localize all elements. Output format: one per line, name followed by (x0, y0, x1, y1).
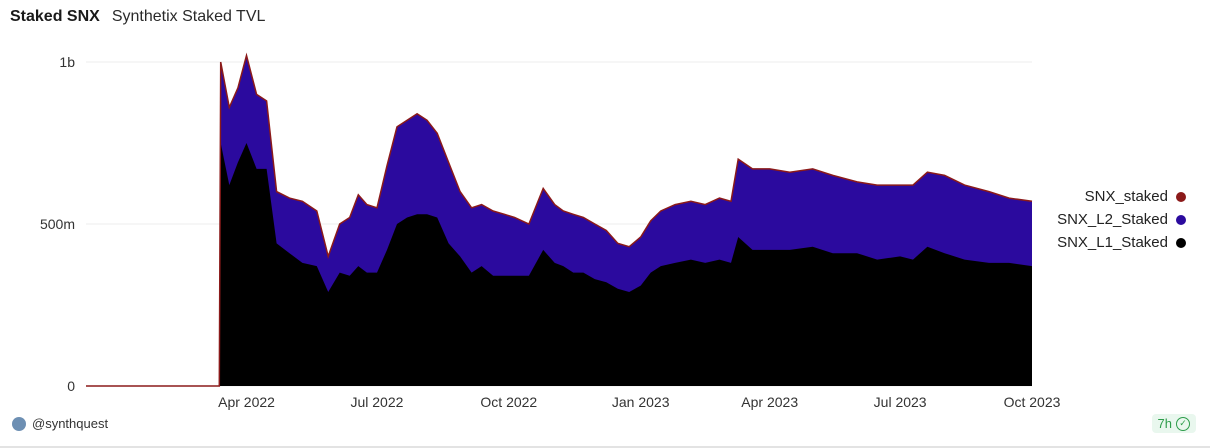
globe-avatar-icon (12, 416, 26, 431)
legend-label: SNX_L2_Staked (1057, 211, 1168, 228)
freshness-badge[interactable]: 7h ✓ (1151, 414, 1196, 433)
y-tick-label: 500m (40, 216, 75, 232)
check-circle-icon: ✓ (1176, 416, 1190, 431)
y-tick-label: 0 (67, 378, 75, 394)
x-tick-label: Jan 2023 (612, 394, 670, 410)
y-tick-label: 1b (59, 54, 75, 70)
legend-dot-icon (1176, 237, 1186, 248)
legend-item-snx-staked[interactable]: SNX_staked (1085, 188, 1186, 205)
x-tick-label: Oct 2023 (1004, 394, 1061, 410)
legend-label: SNX_L1_Staked (1057, 234, 1168, 251)
chart-subtitle: Synthetix Staked TVL (111, 8, 266, 25)
bottom-divider (0, 446, 1210, 448)
freshness-age: 7h (1157, 416, 1172, 431)
legend: SNX_staked SNX_L2_Staked SNX_L1_Staked (1057, 188, 1186, 251)
chart-title: Staked SNX (10, 8, 100, 25)
legend-item-snx-l2-staked[interactable]: SNX_L2_Staked (1057, 211, 1186, 228)
legend-dot-icon (1176, 191, 1186, 202)
chart-header: Staked SNX Synthetix Staked TVL (10, 8, 265, 26)
x-tick-label: Jul 2022 (350, 394, 403, 410)
x-tick-label: Jul 2023 (874, 394, 927, 410)
legend-dot-icon (1176, 214, 1186, 225)
series-area-snx-l1-staked[interactable] (86, 143, 1032, 386)
legend-item-snx-l1-staked[interactable]: SNX_L1_Staked (1057, 234, 1186, 251)
x-tick-label: Apr 2023 (741, 394, 798, 410)
series-areas (86, 52, 1033, 387)
author-credit[interactable]: @synthquest (12, 416, 108, 431)
x-tick-label: Apr 2022 (218, 394, 275, 410)
author-name: @synthquest (32, 416, 109, 431)
legend-label: SNX_staked (1084, 188, 1168, 205)
series-line-snx-staked[interactable] (86, 52, 1033, 387)
axes: 0 500m 1b Apr 2022 Jul 2022 Oct 2022 Jan 2023 A… (40, 54, 1061, 410)
x-tick-label: Oct 2022 (480, 394, 537, 410)
